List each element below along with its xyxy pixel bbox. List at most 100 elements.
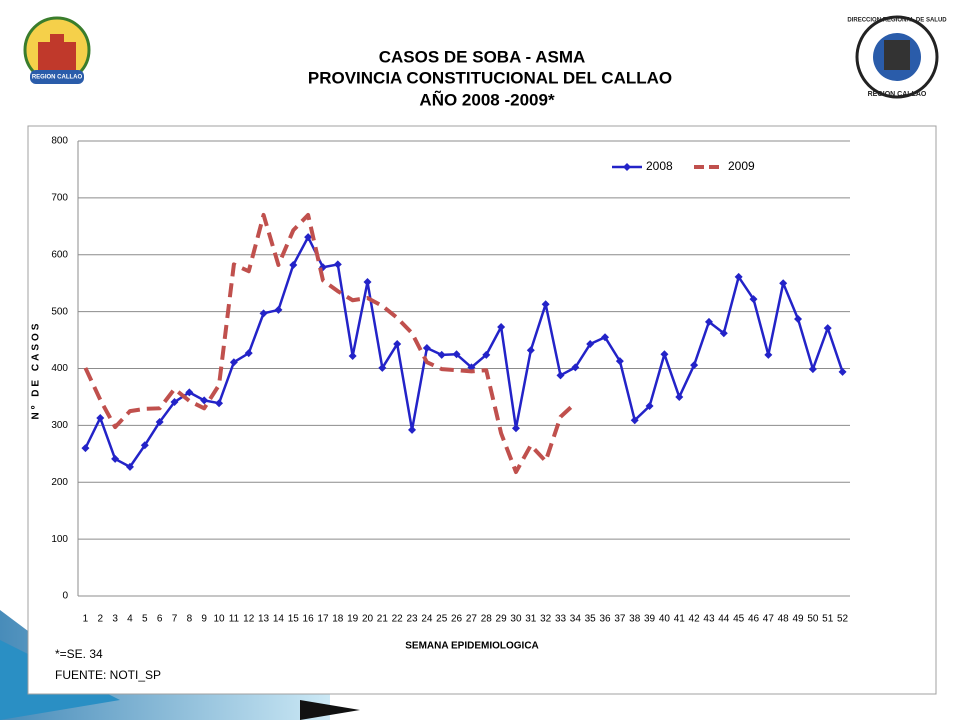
x-tick-label: 31 [525,614,537,625]
x-tick-label: 28 [481,614,493,625]
x-tick-label: 33 [555,614,567,625]
data-point [764,350,773,359]
x-tick-label: 6 [157,614,163,625]
legend-label: 2008 [646,159,673,173]
data-point [170,398,179,407]
x-tick-label: 27 [466,614,478,625]
data-point [393,340,402,349]
footnote: FUENTE: NOTI_SP [55,668,161,682]
x-tick-label: 12 [243,614,255,625]
data-point [125,462,134,471]
x-tick-label: 51 [822,614,834,625]
y-tick-label: 200 [51,477,68,488]
data-point [244,349,253,358]
y-tick-label: 700 [51,193,68,204]
data-point [704,317,713,326]
data-point [749,295,758,304]
data-point [838,367,847,376]
x-tick-label: 9 [201,614,207,625]
data-point [363,278,372,287]
x-tick-label: 38 [629,614,641,625]
data-point [408,425,417,434]
y-tick-label: 500 [51,306,68,317]
x-tick-label: 46 [748,614,760,625]
x-tick-label: 48 [778,614,790,625]
x-tick-label: 5 [142,614,148,625]
data-point [526,346,535,355]
x-tick-label: 17 [317,614,329,625]
data-point [378,363,387,372]
x-tick-label: 43 [703,614,715,625]
x-tick-label: 14 [273,614,285,625]
data-point [215,399,224,408]
x-tick-label: 34 [570,614,582,625]
data-point [81,444,90,453]
x-tick-label: 37 [614,614,626,625]
y-tick-label: 400 [51,363,68,374]
x-tick-label: 44 [718,614,730,625]
series-line [83,212,577,475]
x-tick-label: 47 [763,614,775,625]
chart-title: CASOS DE SOBA - ASMA [379,47,586,66]
x-tick-label: 42 [689,614,701,625]
x-tick-label: 20 [362,614,374,625]
data-point [333,260,342,269]
data-point [823,324,832,333]
x-tick-label: 36 [599,614,611,625]
x-tick-label: 4 [127,614,133,625]
x-tick-label: 8 [187,614,193,625]
x-tick-label: 32 [540,614,552,625]
data-point [675,392,684,401]
data-point [155,417,164,426]
data-point [645,402,654,411]
logo-text: REGION CALLAO [868,91,927,98]
x-tick-label: 45 [733,614,745,625]
x-tick-label: 16 [303,614,315,625]
x-tick-label: 21 [377,614,389,625]
y-axis-label: Nº DE CASOS [31,321,42,420]
x-tick-label: 35 [585,614,597,625]
data-point [660,350,669,359]
data-point [601,333,610,342]
data-point [140,441,149,450]
data-point [719,329,728,338]
chart-frame [27,125,937,695]
x-tick-label: 52 [837,614,849,625]
legend-label: 2009 [728,159,755,173]
series-line [84,235,844,469]
x-tick-label: 49 [792,614,804,625]
x-tick-label: 11 [229,614,240,625]
data-point [111,454,120,463]
x-tick-label: 40 [659,614,671,625]
x-tick-label: 26 [451,614,463,625]
data-point [511,424,520,433]
data-point [571,363,580,372]
y-tick-label: 0 [62,591,68,602]
x-tick-label: 24 [421,614,433,625]
footnote: *=SE. 34 [55,647,103,661]
x-tick-label: 30 [510,614,522,625]
x-tick-label: 15 [288,614,300,625]
data-point [185,388,194,397]
x-tick-label: 1 [83,614,89,625]
data-point [348,351,357,360]
x-axis-label: SEMANA EPIDEMIOLOGICA [405,641,539,652]
data-point [690,361,699,370]
data-point [259,309,268,318]
y-tick-label: 100 [51,534,68,545]
data-point [556,371,565,380]
logo-left: REGION CALLAO [23,16,91,84]
x-tick-label: 10 [213,614,225,625]
decoration [300,700,360,720]
data-point [541,300,550,309]
data-point [422,344,431,353]
x-tick-label: 18 [332,614,344,625]
logo-right: DIRECCION REGIONAL DE SALUD REGION CALLA… [847,15,947,99]
data-point [734,272,743,281]
x-tick-label: 39 [644,614,656,625]
data-point [96,413,105,422]
x-tick-label: 29 [496,614,508,625]
data-point [437,350,446,359]
chart-title: AÑO 2008 -2009* [419,89,555,109]
